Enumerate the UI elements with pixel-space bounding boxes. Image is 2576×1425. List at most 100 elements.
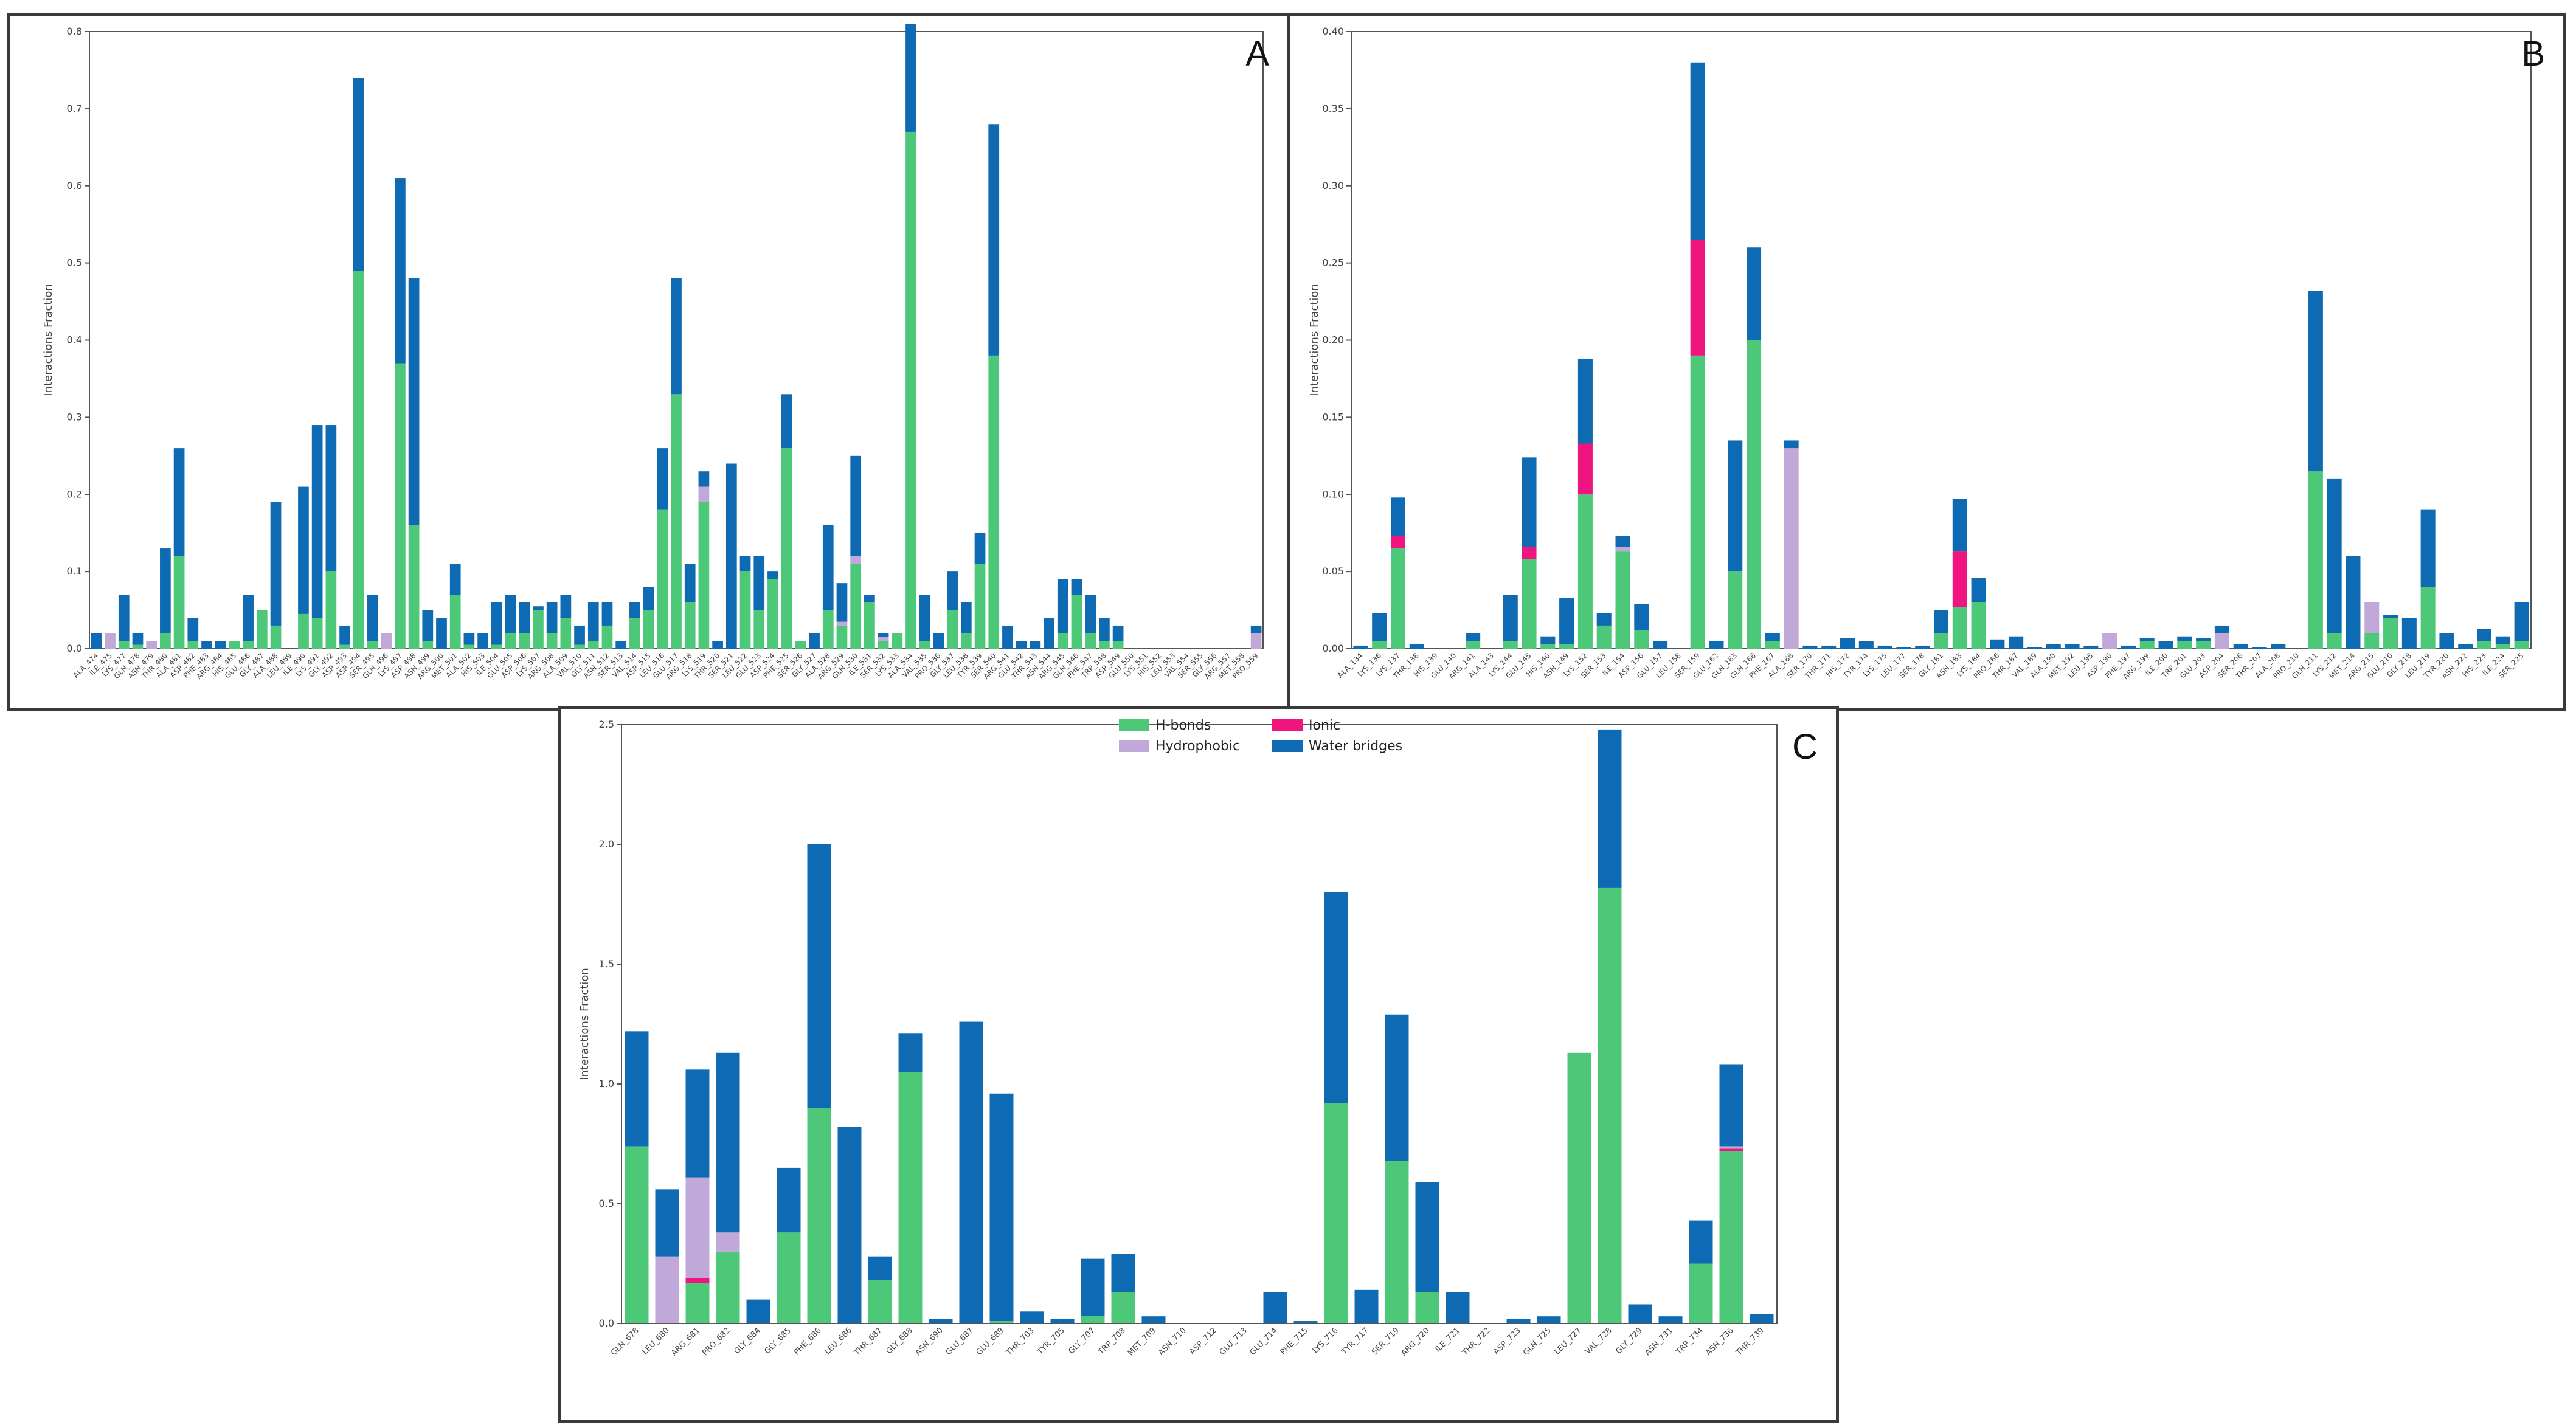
bar-h-bonds-lys_533 xyxy=(892,633,903,649)
bar-h-bonds-ala_502 xyxy=(463,644,475,649)
bar-water-bridges-ser_719 xyxy=(1385,1014,1409,1161)
x-tick-label: THR_687 xyxy=(852,1326,884,1358)
bar-water-bridges-ile_531 xyxy=(864,595,875,602)
y-axis-label: Interactions Fraction xyxy=(578,968,591,1080)
bar-water-bridges-leu_522 xyxy=(739,556,751,572)
bar-h-bonds-val_535 xyxy=(919,641,930,649)
bar-hydrophobic-gln_496 xyxy=(381,633,392,649)
bar-water-bridges-asn_690 xyxy=(929,1319,953,1323)
x-tick-label: ARG_681 xyxy=(670,1326,702,1358)
bar-h-bonds-lys_144 xyxy=(1503,641,1518,649)
bar-water-bridges-pro_682 xyxy=(716,1052,740,1233)
legend-swatch-ionic xyxy=(1272,719,1303,731)
y-tick-label: 2.5 xyxy=(599,719,614,730)
bar-h-bonds-met_501 xyxy=(449,595,461,649)
bar-water-bridges-phe_547 xyxy=(1085,595,1096,633)
bar-h-bonds-ala_528 xyxy=(822,610,834,649)
x-tick-label: THR_739 xyxy=(1734,1326,1765,1358)
x-tick-label: ILE_721 xyxy=(1433,1326,1461,1354)
bar-water-bridges-asp_506 xyxy=(519,602,530,633)
bar-water-bridges-ser_153 xyxy=(1596,613,1612,626)
bar-water-bridges-glu_687 xyxy=(959,1021,983,1323)
bar-hydrophobic-ile_475 xyxy=(105,633,116,649)
bar-water-bridges-asn_544 xyxy=(1044,618,1054,649)
legend-swatch-water xyxy=(1272,740,1303,752)
bar-water-bridges-glu_162 xyxy=(1709,641,1724,649)
bar-h-bonds-asp_515 xyxy=(643,610,654,649)
bar-water-bridges-met_192 xyxy=(2065,644,2080,649)
bar-water-bridges-asp_494 xyxy=(353,78,364,271)
bar-h-bonds-lys_716 xyxy=(1324,1103,1348,1323)
bar-water-bridges-gln_530 xyxy=(850,455,862,556)
bar-water-bridges-asn_512 xyxy=(601,602,613,626)
bar-h-bonds-leu_727 xyxy=(1567,1052,1591,1323)
y-tick-label: 1.0 xyxy=(599,1078,614,1089)
bar-h-bonds-glu_689 xyxy=(989,1321,1014,1323)
bar-h-bonds-asp_524 xyxy=(767,579,778,649)
bar-hydrophobic-lys_519 xyxy=(698,486,710,502)
bar-h-bonds-ile_224 xyxy=(2495,644,2510,649)
bar-water-bridges-ala_134 xyxy=(1353,645,1368,649)
bar-water-bridges-met_709 xyxy=(1141,1316,1166,1323)
bar-hydrophobic-arg_681 xyxy=(685,1177,710,1278)
bar-water-bridges-thr_739 xyxy=(1750,1314,1774,1323)
bar-water-bridges-trp_548 xyxy=(1099,618,1110,641)
bar-water-bridges-glu_523 xyxy=(753,556,765,610)
bar-water-bridges-glu_486 xyxy=(243,595,254,641)
x-tick-label: GLU_713 xyxy=(1218,1326,1249,1357)
panel-b: 0.00 0.05 0.10 0.15 0.20 0.25 0.30 0.35 0.40 Inte… xyxy=(1287,13,2566,711)
bar-h-bonds-lys_136 xyxy=(1372,641,1387,649)
panel-a: 0.0 0.1 0.2 0.3 0.4 0.5 0.6 0.7 0.8 Interactions … xyxy=(7,13,1290,711)
bar-water-bridges-gly_684 xyxy=(746,1299,770,1323)
bar-h-bonds-gly_492 xyxy=(325,571,337,649)
bar-hydrophobic-pro_559 xyxy=(1250,633,1262,649)
bar-h-bonds-phe_686 xyxy=(807,1108,831,1323)
bar-h-bonds-arg_199 xyxy=(2139,641,2155,649)
bar-ionic-lys_152 xyxy=(1577,443,1593,495)
bar-water-bridges-lys_716 xyxy=(1324,892,1348,1103)
bar-water-bridges-leu_538 xyxy=(960,602,972,633)
bar-h-bonds-lys_491 xyxy=(311,618,323,649)
bar-h-bonds-ile_531 xyxy=(864,602,875,649)
y-tick-label: 0.05 xyxy=(1322,565,1344,577)
y-tick-label: 0.35 xyxy=(1322,103,1344,114)
x-tick-label: LEU_727 xyxy=(1553,1326,1583,1356)
legend-swatch-hbonds xyxy=(1119,719,1149,731)
bar-water-bridges-ile_224 xyxy=(2495,636,2510,644)
bar-ionic-asn_736 xyxy=(1719,1148,1743,1151)
bar-water-bridges-tyr_539 xyxy=(974,533,986,564)
bar-h-bonds-gly_511 xyxy=(587,641,599,649)
chart-b: 0.00 0.05 0.10 0.15 0.20 0.25 0.30 0.35 0.40 Inte… xyxy=(1308,26,2532,681)
bar-ionic-arg_681 xyxy=(685,1278,710,1283)
bar-water-bridges-gly_685 xyxy=(777,1167,801,1233)
legend: H-bonds Ionic Hydrophobic Water bridges xyxy=(1119,718,1402,754)
bar-water-bridges-phe_167 xyxy=(1765,633,1780,641)
bar-water-bridges-lys_175 xyxy=(1877,645,1892,649)
bar-h-bonds-asp_506 xyxy=(519,633,530,649)
bar-h-bonds-his_223 xyxy=(2477,641,2492,649)
y-tick-label: 0.15 xyxy=(1322,411,1344,423)
bar-water-bridges-gly_218 xyxy=(2401,618,2417,649)
bar-hydrophobic-arg_529 xyxy=(836,621,848,626)
bar-water-bridges-trp_734 xyxy=(1689,1220,1713,1264)
bar-water-bridges-ala_168 xyxy=(1784,440,1799,449)
bar-water-bridges-ala_509 xyxy=(560,595,572,618)
bar-water-bridges-gly_181 xyxy=(1933,610,1949,633)
bar-water-bridges-thr_207 xyxy=(2252,647,2267,649)
bar-h-bonds-his_485 xyxy=(229,641,240,649)
bar-h-bonds-glu_505 xyxy=(505,633,516,649)
bar-water-bridges-pro_186 xyxy=(1990,639,2005,649)
bar-water-bridges-his_172 xyxy=(1840,638,1855,649)
x-tick-label: THR_722 xyxy=(1460,1326,1492,1358)
x-tick-label: LYS_716 xyxy=(1311,1326,1340,1355)
bar-h-bonds-his_146 xyxy=(1540,644,1556,649)
x-tick-label: TRP_708 xyxy=(1096,1326,1127,1357)
bar-water-bridges-phe_525 xyxy=(781,394,792,449)
x-tick-label: GLN_678 xyxy=(609,1326,641,1358)
bar-ionic-lys_137 xyxy=(1390,536,1405,549)
bar-water-bridges-lys_152 xyxy=(1577,358,1593,444)
bar-h-bonds-glu_145 xyxy=(1522,559,1537,649)
bar-water-bridges-met_501 xyxy=(449,564,461,595)
bar-hydrophobic-asp_204 xyxy=(2214,633,2229,649)
bar-water-bridges-lys_497 xyxy=(395,178,406,364)
